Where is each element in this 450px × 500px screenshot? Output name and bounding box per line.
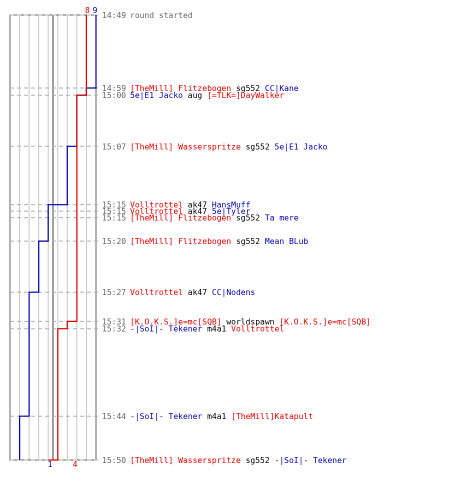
team-red-line [48,15,88,461]
event-text: [TheMill] Flitzebogen sg552 CC|Kane [130,84,299,93]
player-name: Mean BLub [265,237,309,246]
weapon-name: sg552 [241,142,275,151]
event-time: 15:50 [102,456,126,465]
event-row: 14:59 [TheMill] Flitzebogen sg552 CC|Kane [102,84,299,93]
player-count-label: 4 [73,460,78,469]
weapon-name: worldspawn [222,317,280,326]
player-name: [TheMill]Katapult [231,412,313,421]
event-text: [TheMill] Wasserspritze sg552 5e|E1 Jack… [130,142,328,151]
player-name: Ta mere [265,214,299,223]
player-name: [K.O.K.S.]e=mc[SQB] [130,317,222,326]
weapon-name: sg552 [241,456,275,465]
event-row: 15:15 Volltrottel ak47 HansMuff [102,201,251,210]
event-time: 15:15 [102,214,126,223]
event-note: round started [130,11,193,20]
event-time: 15:15 [102,207,126,216]
player-name: [TheMill] Flitzebogen [130,214,231,223]
player-name: 5e|Tyler [212,207,251,216]
event-text: -|SoI|- Tekener m4a1 Volltrottel [130,325,284,334]
event-log: 14:49 round started 14:59 [TheMill] Flitzeb… [102,11,371,465]
weapon-name: sg552 [231,84,265,93]
event-row: 15:00 5e|E1 Jacko aug [=TLK=]DayWalker [102,91,284,100]
event-row: 15:20 [TheMill] Flitzebogen sg552 Mean BL… [102,237,308,246]
player-name: Volltrottel [231,325,284,334]
weapon-name: sg552 [231,214,265,223]
weapon-name: ak47 [183,288,212,297]
event-text: -|SoI|- Tekener m4a1 [TheMill]Katapult [130,412,313,421]
event-row: 15:32 -|SoI|- Tekener m4a1 Volltrottel [102,325,284,334]
player-name: [TheMill] Wasserspritze [130,456,241,465]
axis-labels: 98 1 4 [48,6,98,469]
player-count-label: 1 [48,460,53,469]
event-row: 15:50 [TheMill] Wasserspritze sg552 -|SoI… [102,456,347,465]
event-text: 5e|E1 Jacko aug [=TLK=]DayWalker [130,91,284,100]
event-time: 15:20 [102,237,126,246]
player-name: -|SoI|- Tekener [130,325,202,334]
weapon-name: ak47 [183,207,212,216]
event-time: 15:32 [102,325,126,334]
event-time: 15:15 [102,201,126,210]
event-text: round started [130,11,193,20]
player-name: -|SoI|- Tekener [130,412,202,421]
player-count-label: 9 [93,6,98,15]
player-name: 5e|E1 Jacko [130,91,183,100]
event-row: 15:15 Volltrottel ak47 5e|Tyler [102,207,251,216]
event-row: 15:15 [TheMill] Flitzebogen sg552 Ta mere [102,214,299,223]
event-time: 14:59 [102,84,126,93]
event-row: 14:49 round started [102,11,193,20]
event-text: Volltrottel ak47 CC|Nodens [130,288,255,297]
event-time: 15:31 [102,317,126,326]
weapon-name: m4a1 [202,325,231,334]
player-name: Volltrottel [130,207,183,216]
weapon-name: aug [183,91,207,100]
event-time: 15:27 [102,288,126,297]
player-name: -|SoI|- Tekener [275,456,347,465]
event-row: 15:27 Volltrottel ak47 CC|Nodens [102,288,255,297]
event-text: [K.O.K.S.]e=mc[SQB] worldspawn [K.O.K.S.… [130,317,371,326]
event-row: 15:07 [TheMill] Wasserspritze sg552 5e|E1… [102,142,328,151]
event-text: [TheMill] Flitzebogen sg552 Ta mere [130,214,299,223]
event-time: 15:44 [102,412,126,421]
event-text: Volltrottel ak47 5e|Tyler [130,207,251,216]
player-name: CC|Nodens [212,288,256,297]
event-row: 15:44 -|SoI|- Tekener m4a1 [TheMill]Katap… [102,412,313,421]
event-text: Volltrottel ak47 HansMuff [130,201,251,210]
event-time: 15:00 [102,91,126,100]
player-count-label: 8 [85,6,90,15]
player-name: [=TLK=]DayWalker [207,91,284,100]
player-name: [TheMill] Wasserspritze [130,142,241,151]
event-row: 15:31 [K.O.K.S.]e=mc[SQB] worldspawn [K.O… [102,317,371,326]
player-name: [TheMill] Flitzebogen [130,84,231,93]
player-name: HansMuff [212,201,251,210]
event-text: [TheMill] Wasserspritze sg552 -|SoI|- Te… [130,456,347,465]
weapon-name: ak47 [183,201,212,210]
weapon-name: sg552 [231,237,265,246]
weapon-name: m4a1 [202,412,231,421]
player-name: 5e|E1 Jacko [275,142,328,151]
player-name: Volltrottel [130,201,183,210]
event-time: 14:49 [102,11,126,20]
player-name: Volltrottel [130,288,183,297]
player-name: [TheMill] Flitzebogen [130,237,231,246]
player-name: CC|Kane [265,84,299,93]
team-lines [19,15,97,461]
player-name: [K.O.K.S.]e=mc[SQB] [279,317,371,326]
event-time: 15:07 [102,142,126,151]
event-text: [TheMill] Flitzebogen sg552 Mean BLub [130,237,308,246]
